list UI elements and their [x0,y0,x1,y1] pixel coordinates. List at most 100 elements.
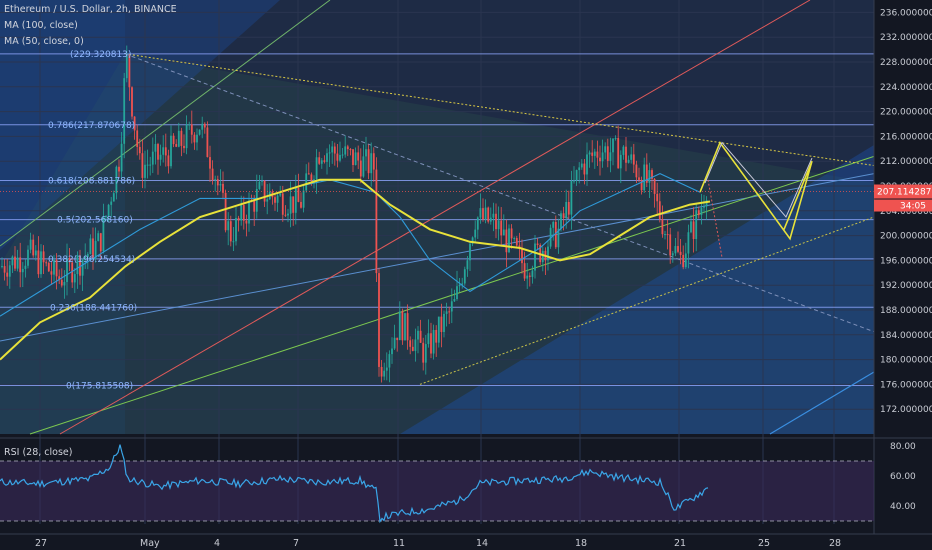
last-price-value: 207.114287 [877,188,931,198]
candle-body [705,200,708,207]
candle-body [45,262,48,264]
candle-body [79,255,81,276]
support-line [419,216,875,385]
candle-body [505,229,508,253]
candle-body [29,239,32,250]
x-tick-label: 14 [476,538,488,549]
candle-body [3,266,6,273]
candle-body [266,199,269,202]
candle-body [456,286,458,300]
x-tick-label: 11 [393,538,405,549]
candle-body [21,268,24,273]
x-tick-label: 4 [214,538,220,549]
candle-body [253,200,256,212]
candle-body [443,313,445,333]
candle-body [159,154,162,160]
candle-body [346,146,349,150]
candle-body [172,135,175,145]
candle-body [645,164,648,183]
candle-body [526,275,529,279]
candle-body [227,221,230,231]
candle-body [528,275,531,277]
candle-body [289,196,292,214]
candle-body [656,193,659,202]
price-axis [874,0,932,550]
candle-body [638,177,640,180]
candle-body [276,195,279,203]
lower-channel-fill [400,145,874,434]
candle-body [349,149,352,151]
candle-body [188,124,191,126]
candle-body [203,123,206,128]
ma100-legend[interactable]: MA (100, close) [4,20,78,31]
candle-body [229,221,232,242]
candle-body [154,144,157,152]
candle-body [307,173,310,175]
candle-body [578,167,581,171]
y-tick-label: 216.000000 [880,132,932,142]
candle-body [497,220,500,230]
candle-body [242,205,245,221]
candle-body [643,164,646,191]
candle-body [6,272,9,277]
candle-body [19,257,22,273]
candle-body [232,241,235,243]
candle-body [344,146,347,155]
candle-body [245,220,248,224]
y-tick-label: 180.000000 [880,356,932,366]
candle-body [138,146,141,154]
candle-body [601,152,604,162]
candle-body [703,206,705,208]
projection-drop [707,179,723,258]
candle-body [214,179,217,181]
candle-body [398,311,401,341]
candle-body [476,217,479,230]
candle-body [37,250,40,275]
candle-body [378,273,380,367]
rsi-legend[interactable]: RSI (28, close) [4,447,73,458]
rsi-line [0,444,709,524]
candle-body [240,205,243,221]
y-tick-label: 176.000000 [880,380,932,390]
candle-body [396,337,399,341]
candle-body [422,342,425,363]
fib-label: (229.320813) [70,50,131,60]
candle-body [73,274,76,283]
blue-channel-line [769,371,875,435]
candle-body [11,256,14,266]
candle-body [24,265,27,269]
candle-body [331,146,334,153]
candle-body [453,299,456,302]
candle-body [609,152,612,161]
candle-body [640,179,643,191]
ma100-line [0,178,711,361]
rsi-band [0,461,874,521]
ma50-legend[interactable]: MA (50, close, 0) [4,36,84,47]
candle-body [131,87,133,117]
candle-body [120,143,123,172]
candle-body [570,180,573,215]
candle-body [175,144,178,147]
candle-body [474,229,477,238]
candle-body [664,234,666,236]
dashed-diagonal [124,53,875,333]
candle-body [224,192,227,231]
x-tick-label: 28 [829,538,841,549]
candle-body [97,233,100,241]
projection-path-alt [704,141,813,218]
candle-body [16,257,19,269]
candle-body [380,366,383,377]
candle-body [549,227,552,247]
candle-body [1,266,3,268]
candle-body [523,263,526,279]
candle-body [193,134,196,143]
candle-body [99,233,102,252]
candle-body [136,130,139,147]
candle-body [149,164,152,166]
fib-label: 0.618(208.881786) [48,177,135,187]
candle-body [315,157,318,180]
candle-body [123,78,126,144]
candle-body [466,260,469,270]
candle-body [531,270,534,277]
